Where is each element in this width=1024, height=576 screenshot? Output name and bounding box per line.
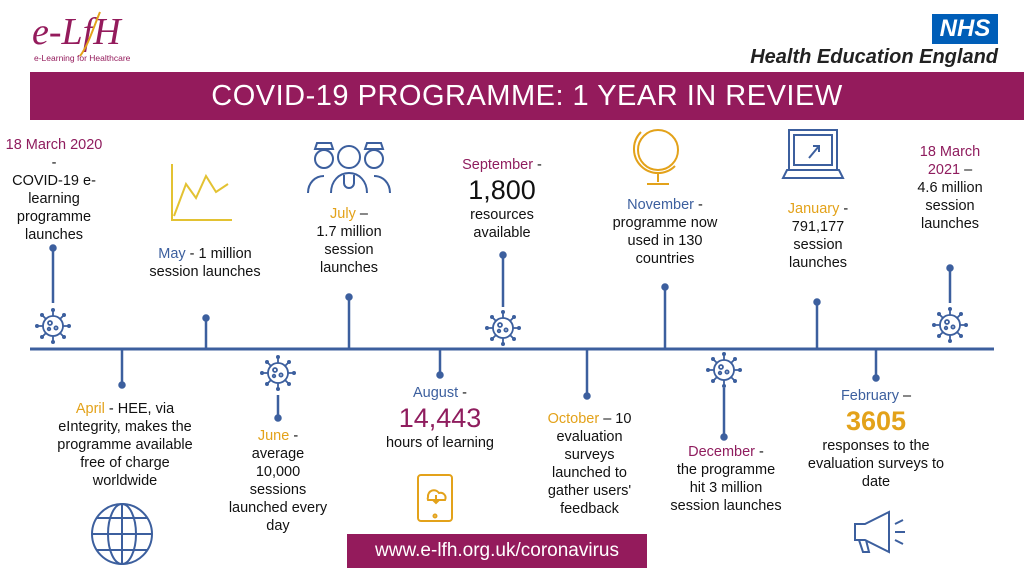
event-date: November [627, 197, 695, 213]
event-date: February [840, 388, 899, 404]
event-text: 791,177 session launches [788, 219, 848, 271]
event-figure: 3605 [845, 406, 907, 436]
event-august: August - 14,443 hours of learning [385, 385, 494, 451]
event-date: April [75, 401, 105, 417]
event-text: the programme hit 3 million session laun… [670, 462, 782, 514]
event-march-2021: 18 March 2021 – 4.6 million session laun… [917, 144, 983, 232]
event-text: - HEE, via eIntegrity, makes the program… [57, 401, 193, 489]
page-title: COVID-19 PROGRAMME: 1 YEAR IN REVIEW [30, 72, 1024, 120]
event-text: - 1 million session launches [149, 246, 261, 280]
event-december: December - the programme hit 3 million s… [670, 444, 782, 514]
event-february: February – 3605 responses to the evaluat… [807, 388, 945, 490]
event-june: June - average 10,000 sessions launched … [228, 428, 328, 534]
elfh-logo-subtitle: e-Learning for Healthcare [34, 53, 131, 63]
nhs-badge: NHS [932, 14, 998, 44]
event-text: 4.6 million session launches [917, 180, 983, 232]
event-january: January - 791,177 session launches [787, 201, 849, 271]
event-date: June [257, 428, 290, 444]
event-text: programme now used in 130 countries [612, 215, 718, 267]
event-text: resources available [470, 207, 534, 241]
event-date: September [462, 157, 534, 173]
event-figure: 1,800 [468, 175, 536, 205]
medical-staff-icon [307, 142, 391, 194]
event-date: 18 March 2021 [919, 144, 981, 178]
virus-icon [260, 355, 296, 391]
laptop-icon [781, 129, 845, 179]
event-october: October – 10 evaluation surveys launched… [537, 410, 642, 518]
org-name: Health Education England [750, 46, 998, 68]
event-text: average 10,000 sessions launched every d… [228, 446, 328, 534]
event-may: May - 1 million session launches [140, 245, 270, 281]
event-figure: 14,443 [398, 403, 482, 433]
line-chart-icon [171, 164, 232, 221]
megaphone-icon [854, 510, 905, 554]
globe-stand-icon [632, 129, 679, 185]
event-text: hours of learning [385, 435, 494, 451]
event-text: 1.7 million session launches [316, 224, 382, 276]
event-november: November - programme now used in 130 cou… [612, 197, 718, 267]
event-july: July – 1.7 million session launches [316, 206, 382, 276]
globe-icon [91, 503, 153, 565]
event-date: December [688, 444, 756, 460]
tablet-cloud-icon [417, 474, 453, 522]
elfh-logo-text: e-LfH [32, 11, 123, 53]
event-september: September - 1,800 resources available [462, 157, 542, 241]
event-march-2020: 18 March 2020 - COVID-19 e-learning prog… [5, 137, 103, 243]
event-date: October [547, 411, 600, 427]
event-text: – 10 evaluation surveys launched to gath… [547, 411, 632, 517]
event-date: 18 March 2020 [5, 137, 103, 153]
virus-icon [932, 307, 968, 343]
event-date: July [330, 206, 356, 222]
hee-logo: NHS Health Education England [740, 14, 1010, 70]
event-date: May [158, 246, 186, 262]
event-date: August [412, 385, 459, 401]
website-link[interactable]: www.e-lfh.org.uk/coronavirus [347, 534, 647, 568]
event-text: responses to the evaluation surveys to d… [807, 438, 945, 490]
event-april: April - HEE, via eIntegrity, makes the p… [50, 400, 200, 490]
event-date: January [787, 201, 840, 217]
event-text: COVID-19 e-learning programme launches [12, 173, 96, 243]
elfh-logo: e-LfH e-Learning for Healthcare [28, 6, 138, 68]
virus-icon [706, 352, 742, 388]
virus-icon [485, 310, 521, 346]
virus-icon [35, 308, 71, 344]
